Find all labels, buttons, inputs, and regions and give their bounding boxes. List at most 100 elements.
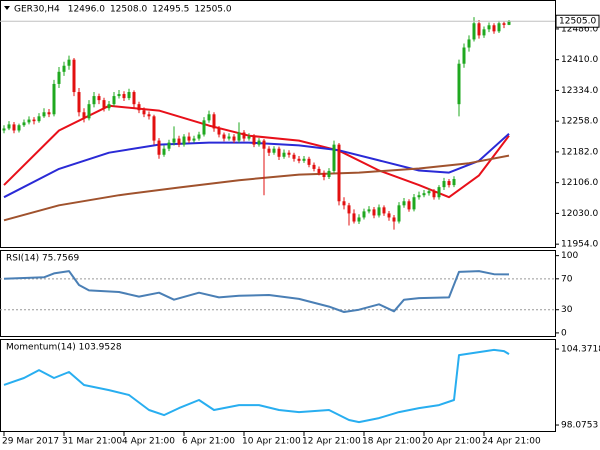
ohlc-value: 12508.0: [110, 5, 147, 15]
ohlc-value: 12505.0: [194, 5, 231, 15]
candle-body: [67, 59, 71, 66]
chart-symbol: GER30,H4: [14, 5, 60, 15]
candle-body: [267, 148, 271, 153]
symbol-menu-icon: [4, 6, 10, 10]
candle-body: [177, 138, 181, 145]
candle-body: [297, 158, 301, 161]
candle-body: [202, 120, 206, 135]
candle-body: [437, 187, 441, 198]
candle-body: [137, 104, 141, 111]
candle-body: [42, 112, 46, 117]
candle-body: [157, 140, 161, 155]
y-tick-label: 12334.0: [561, 86, 598, 96]
candle-body: [7, 124, 11, 129]
ohlc-value: 12495.5: [152, 5, 189, 15]
main-panel-frame: [0, 0, 556, 248]
candle-body: [102, 100, 106, 109]
candle-body: [27, 119, 31, 123]
x-tick-label: 24 Apr 21:00: [482, 437, 541, 447]
candle-body: [492, 25, 496, 32]
candle-body: [442, 181, 446, 188]
x-tick-label: 4 Apr 21:00: [122, 437, 175, 447]
candle-body: [72, 59, 76, 93]
y-tick-label: 12030.0: [561, 209, 598, 219]
candle-body: [507, 21, 511, 25]
candle-body: [357, 217, 361, 222]
candle-body: [447, 181, 451, 186]
candle-body: [52, 83, 56, 115]
candle-body: [162, 148, 166, 155]
candle-body: [307, 158, 311, 165]
candle-body: [502, 23, 506, 25]
candle-body: [262, 140, 266, 149]
candle-body: [462, 47, 466, 64]
candle-body: [22, 122, 26, 126]
rsi-panel-frame: [0, 250, 556, 337]
x-tick-label: 6 Apr 21:00: [182, 437, 235, 447]
indicator-title: RSI(14) 75.7569: [6, 254, 79, 264]
price-label-box: [555, 14, 600, 28]
momentum-panel-frame: [0, 339, 556, 432]
candle-body: [422, 193, 426, 196]
candle-body: [327, 170, 331, 178]
candle-body: [147, 114, 151, 117]
candle-body: [17, 125, 21, 131]
candle-body: [57, 71, 61, 84]
candle-body: [282, 152, 286, 157]
candle-body: [107, 104, 111, 109]
y-tick-label: 12182.0: [561, 147, 598, 157]
candle-body: [232, 136, 236, 141]
candle-body: [32, 119, 36, 122]
candle-body: [392, 217, 396, 222]
candle-body: [372, 209, 376, 216]
candle-body: [272, 148, 276, 153]
x-tick-label: 18 Apr 21:00: [362, 437, 421, 447]
candle-body: [322, 172, 326, 178]
candle-body: [182, 136, 186, 145]
candle-body: [377, 207, 381, 216]
price-label: 12505.0: [559, 17, 596, 27]
y-tick-label: 98.0753: [561, 421, 598, 431]
candle-body: [142, 110, 146, 115]
y-tick-label: 11954.0: [561, 240, 598, 250]
candle-body: [112, 96, 116, 105]
candle-body: [362, 211, 366, 218]
candle-body: [417, 195, 421, 198]
candle-body: [167, 142, 171, 149]
candle-body: [87, 104, 91, 119]
candle-body: [62, 65, 66, 72]
candle-body: [212, 114, 216, 129]
y-tick-label: 12106.0: [561, 178, 598, 188]
x-tick-label: 10 Apr 21:00: [242, 437, 301, 447]
x-tick-label: 31 Mar 21:00: [62, 437, 122, 447]
candle-body: [187, 136, 191, 141]
candle-body: [292, 154, 296, 159]
candle-body: [77, 92, 81, 113]
candle-body: [427, 191, 431, 194]
candle-body: [152, 116, 156, 141]
moving-average: [3, 154, 510, 222]
candle-body: [37, 116, 41, 122]
candle-body: [47, 112, 51, 115]
candle-body: [387, 213, 391, 218]
candle-body: [82, 112, 86, 119]
candle-body: [252, 136, 256, 145]
candle-body: [257, 140, 261, 145]
candle-body: [432, 191, 436, 198]
indicator-line: [3, 270, 510, 313]
candle-body: [217, 128, 221, 135]
candle-body: [452, 179, 456, 186]
candle-body: [132, 92, 136, 105]
x-tick-label: 20 Apr 21:00: [422, 437, 481, 447]
candle-body: [287, 152, 291, 155]
candle-body: [382, 207, 386, 214]
y-tick-label: 12486.0: [561, 24, 598, 34]
candle-body: [247, 136, 251, 139]
candle-body: [117, 94, 121, 97]
candle-body: [487, 25, 491, 30]
candle-body: [12, 124, 16, 131]
y-tick-label: 12410.0: [561, 55, 598, 65]
candle-body: [172, 138, 176, 143]
